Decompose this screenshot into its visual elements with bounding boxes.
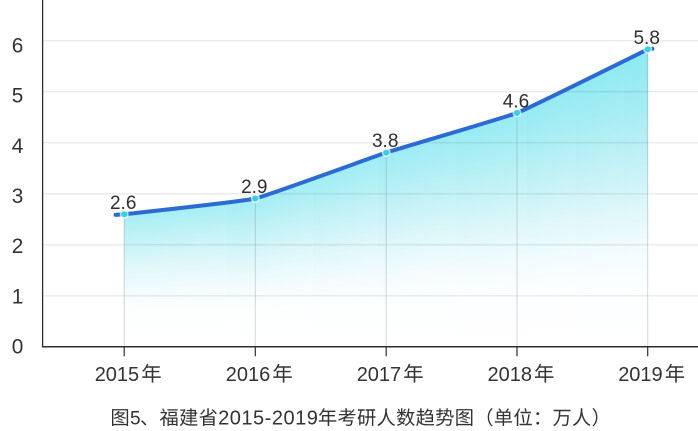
svg-text:0: 0: [12, 336, 24, 359]
svg-text:5: 5: [12, 85, 24, 108]
svg-text:2.9: 2.9: [241, 177, 267, 198]
svg-text:2016: 2016: [226, 364, 270, 386]
svg-text:2: 2: [12, 235, 24, 258]
svg-text:3.8: 3.8: [372, 131, 398, 152]
svg-text:2019: 2019: [618, 364, 663, 386]
svg-text:2.6: 2.6: [110, 193, 136, 214]
svg-text:4: 4: [12, 135, 24, 158]
svg-text:2015-2019: 2015-2019: [218, 408, 318, 430]
svg-text:5: 5: [130, 409, 141, 430]
svg-text:3: 3: [12, 185, 24, 208]
svg-text:2017: 2017: [357, 364, 402, 386]
svg-text:2018: 2018: [488, 364, 533, 386]
svg-text:1: 1: [12, 285, 24, 308]
svg-text:6: 6: [12, 34, 24, 57]
svg-text:5.8: 5.8: [633, 28, 659, 49]
svg-text:4.6: 4.6: [503, 91, 529, 112]
svg-text:2015: 2015: [95, 364, 140, 386]
